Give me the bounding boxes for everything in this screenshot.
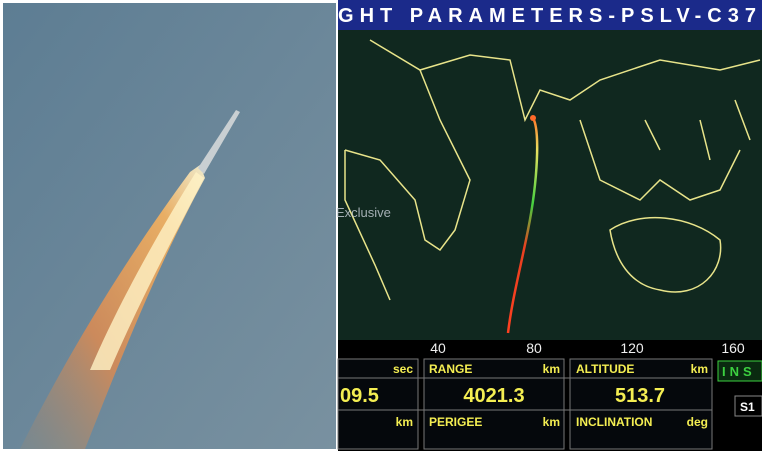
stage: S1: [740, 400, 755, 414]
launch-video: [3, 3, 336, 449]
longitude-label: 120: [620, 340, 644, 356]
flight-display: GHT PARAMETERS-PSLV-C37 Exclusive 40 80 …: [336, 0, 762, 451]
launch-site: [530, 115, 536, 121]
status: INS: [722, 364, 756, 379]
display-title: GHT PARAMETERS-PSLV-C37: [338, 5, 762, 27]
value: 4021.3: [463, 385, 524, 407]
longitude-label: 160: [721, 340, 745, 356]
label: ALTITUDE: [576, 362, 634, 376]
value: 513.7: [615, 385, 665, 407]
label: PERIGEE: [429, 415, 482, 429]
unit: km: [543, 362, 560, 376]
unit: sec: [393, 362, 413, 376]
screen: GHT PARAMETERS-PSLV-C37 Exclusive 40 80 …: [0, 0, 762, 451]
label: RANGE: [429, 362, 472, 376]
unit: km: [691, 362, 708, 376]
label: INCLINATION: [576, 415, 652, 429]
unit: km: [396, 415, 413, 429]
longitude-label: 80: [526, 340, 542, 356]
longitude-label: 40: [430, 340, 446, 356]
unit: deg: [687, 415, 708, 429]
value: 09.5: [340, 385, 379, 407]
watermark: Exclusive: [336, 205, 391, 220]
unit: km: [543, 415, 560, 429]
